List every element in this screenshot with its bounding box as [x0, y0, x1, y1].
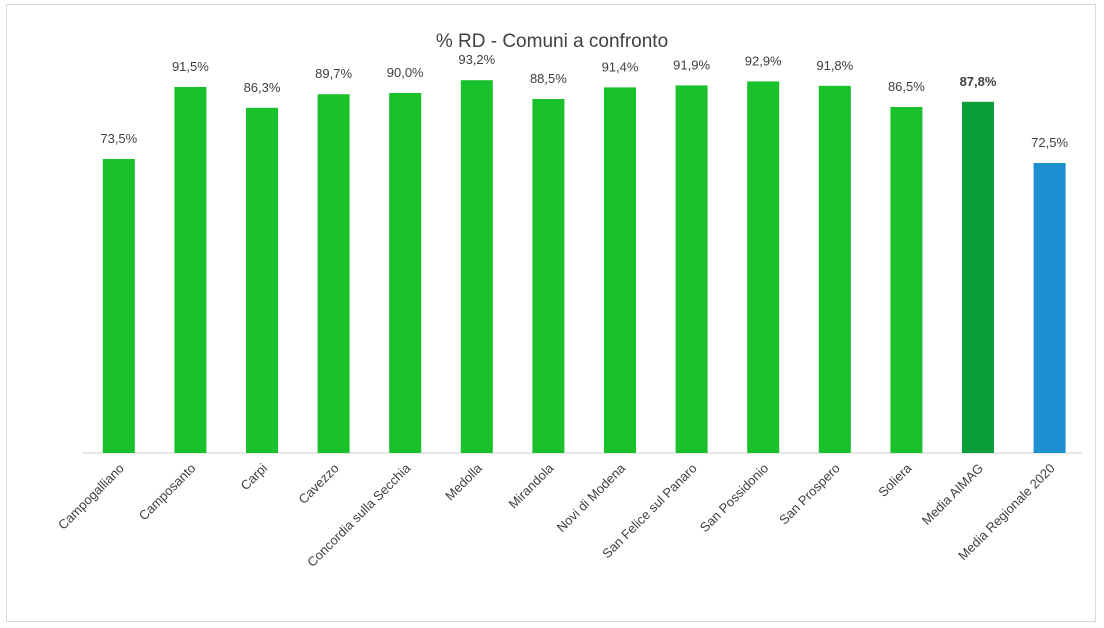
bar-0	[102, 159, 135, 453]
x-tick-label-3: Cavezzo	[295, 461, 341, 507]
data-label-6: 88,5%	[530, 71, 567, 86]
data-label-8: 91,9%	[673, 57, 710, 72]
x-tick-label-9: San Possidonio	[697, 461, 771, 535]
data-label-5: 93,2%	[458, 52, 495, 67]
bar-7	[604, 87, 636, 454]
chart-title: % RD - Comuni a confronto	[436, 31, 668, 52]
data-labels-group: 73,5% 91,5% 86,3% 89,7% 90,0% 93,2% 88,5% 91,4%…	[100, 52, 1068, 150]
bar-11	[890, 107, 923, 453]
bar-12	[962, 101, 994, 454]
bar-chart: % RD - Comuni a confronto 73,5% 91,5% 86,3…	[55, 31, 1082, 570]
x-tick-labels-group: Campogalliano Camposanto Carpi CavezzoConco…	[55, 460, 1058, 570]
bar-4	[389, 93, 422, 453]
chart-frame: % RD - Comuni a confronto 73,5% 91,5% 86,3…	[6, 4, 1096, 622]
bar-10	[818, 85, 851, 454]
x-tick-label-0: Campogalliano	[55, 461, 127, 533]
x-tick-label-10: San Prospero	[776, 461, 843, 528]
bar-5	[460, 80, 493, 453]
x-tick-label-2: Carpi	[238, 460, 271, 493]
bar-13	[1033, 163, 1066, 453]
x-tick-label-11: Soliera	[875, 460, 915, 500]
x-tick-label-1: Camposanto	[136, 461, 199, 524]
data-label-4: 90,0%	[387, 65, 424, 80]
bar-6	[532, 99, 565, 453]
data-label-9: 92,9%	[745, 53, 782, 68]
bars-group	[102, 80, 1066, 454]
data-label-7: 91,4%	[602, 59, 639, 74]
x-tick-label-7: Novi di Modena	[554, 460, 629, 535]
data-label-3: 89,7%	[315, 66, 352, 81]
bar-9	[747, 81, 780, 454]
data-label-0: 73,5%	[100, 131, 137, 146]
x-tick-label-6: Mirandola	[506, 460, 558, 512]
data-label-13: 72,5%	[1031, 135, 1068, 150]
x-tick-label-12: Media AIMAG	[919, 461, 986, 528]
bar-1	[174, 87, 207, 453]
bar-8	[675, 85, 708, 454]
data-label-10: 91,8%	[816, 58, 853, 73]
data-label-2: 86,3%	[244, 80, 281, 95]
data-label-11: 86,5%	[888, 79, 925, 94]
data-label-12: 87,8%	[960, 74, 997, 89]
bar-2	[246, 107, 278, 454]
bar-3	[317, 94, 350, 453]
x-tick-label-5: Medolla	[442, 460, 485, 503]
data-label-1: 91,5%	[172, 59, 209, 74]
